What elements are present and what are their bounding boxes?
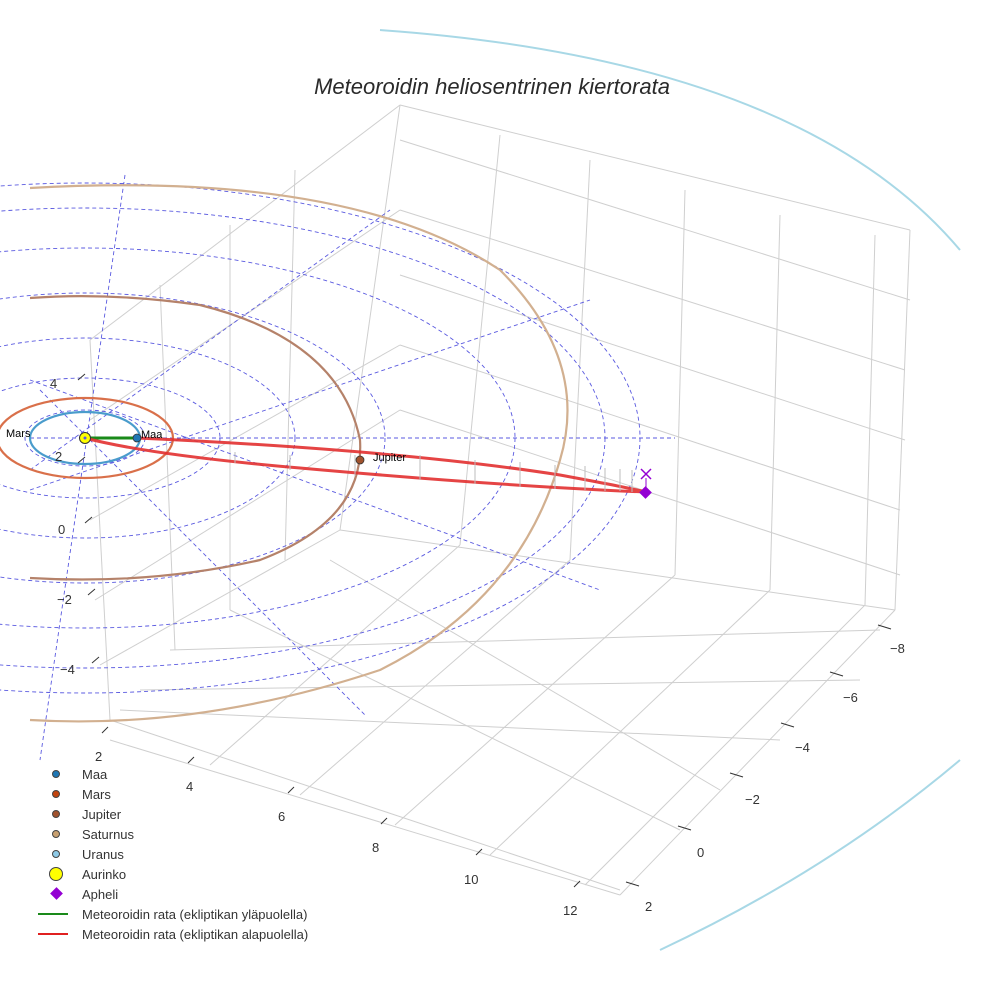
chart-title: Meteoroidin heliosentrinen kiertorata	[314, 74, 670, 99]
earth-dot-icon	[52, 770, 60, 778]
legend-label: Meteoroidin rata (ekliptikan alapuolella…	[82, 926, 309, 942]
x-tick: 2	[95, 749, 103, 764]
jupiter-dot-icon	[52, 810, 60, 818]
box-grid	[89, 104, 911, 896]
z-tick: 2	[55, 449, 63, 464]
jupiter-marker[interactable]	[355, 455, 365, 465]
x-tick: 12	[563, 903, 578, 918]
legend-item-aurinko[interactable]: Aurinko	[34, 864, 308, 884]
mars-orbit	[0, 396, 175, 480]
y-tick: −4	[795, 740, 810, 755]
legend-item-saturnus[interactable]: Saturnus	[34, 824, 308, 844]
z-tick: −2	[57, 592, 72, 607]
meteoroid-orbit	[84, 436, 647, 494]
y-tick: −6	[843, 690, 858, 705]
z-tick: −4	[60, 662, 75, 677]
jupiter-orbit	[29, 295, 362, 581]
red-line-icon	[38, 933, 68, 935]
legend-item-maa[interactable]: Maa	[34, 764, 308, 784]
y-tick: 2	[645, 899, 653, 914]
z-tick: 0	[58, 522, 66, 537]
uranus-dot-icon	[52, 850, 60, 858]
legend-item-orbit-above[interactable]: Meteoroidin rata (ekliptikan yläpuolella…	[34, 904, 308, 924]
diamond-icon	[50, 887, 63, 900]
legend-label: Aurinko	[82, 866, 127, 882]
legend-label: Meteoroidin rata (ekliptikan yläpuolella…	[82, 906, 308, 922]
legend-item-jupiter[interactable]: Jupiter	[34, 804, 308, 824]
legend-label: Jupiter	[82, 806, 122, 822]
earth-marker[interactable]	[132, 433, 142, 443]
legend-item-uranus[interactable]: Uranus	[34, 844, 308, 864]
x-tick: 10	[464, 872, 479, 887]
legend-item-mars[interactable]: Mars	[34, 784, 308, 804]
aphelion-marker[interactable]	[639, 468, 652, 499]
legend-label: Saturnus	[82, 826, 135, 842]
uranus-orbit	[379, 29, 961, 951]
ecliptic-reference-grid	[0, 174, 675, 761]
legend-label: Apheli	[82, 886, 119, 902]
sun-icon	[49, 867, 63, 881]
x-tick: 4	[186, 779, 194, 794]
legend-label: Uranus	[82, 846, 124, 862]
y-tick: −2	[745, 792, 760, 807]
legend-label: Mars	[82, 786, 111, 802]
x-tick: 6	[278, 809, 286, 824]
legend-label: Maa	[82, 766, 108, 782]
jupiter-label: Jupiter	[373, 452, 407, 464]
saturn-dot-icon	[52, 830, 60, 838]
earth-label: Maa	[141, 429, 163, 441]
mars-dot-icon	[52, 790, 60, 798]
legend: Maa Mars Jupiter Saturnus Uranus Aurinko…	[34, 764, 308, 944]
saturn-orbit	[29, 184, 569, 723]
y-tick: −8	[890, 641, 905, 656]
sun-marker[interactable]	[79, 432, 91, 444]
mars-label: Mars	[6, 428, 31, 440]
axis-tick-marks	[77, 373, 892, 888]
green-line-icon	[38, 913, 68, 915]
y-tick: 0	[697, 845, 705, 860]
legend-item-apheli[interactable]: Apheli	[34, 884, 308, 904]
legend-item-orbit-below[interactable]: Meteoroidin rata (ekliptikan alapuolella…	[34, 924, 308, 944]
x-tick: 8	[372, 840, 380, 855]
z-tick: 4	[50, 376, 58, 391]
